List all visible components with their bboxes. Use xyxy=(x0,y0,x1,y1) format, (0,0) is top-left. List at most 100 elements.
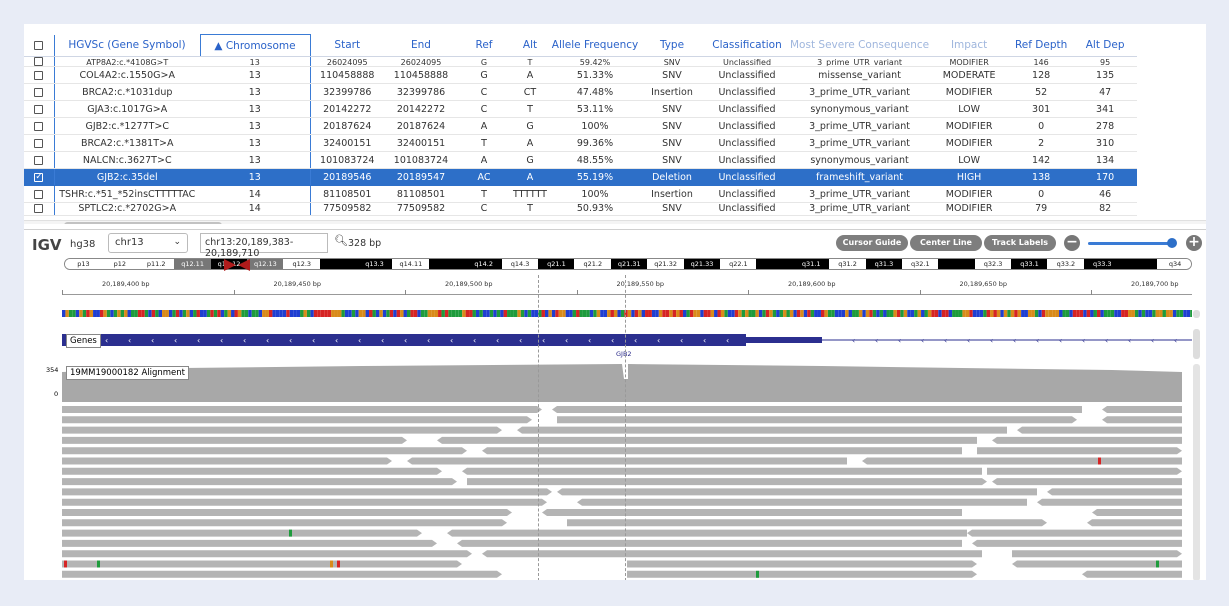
column-header-alt-dep[interactable]: Alt Dep xyxy=(1073,34,1138,57)
column-header-start[interactable]: Start xyxy=(310,34,384,57)
table-cell: SNV xyxy=(640,202,704,216)
table-cell: Unclassified xyxy=(704,100,790,118)
row-checkbox[interactable] xyxy=(24,117,54,135)
table-cell: 142 xyxy=(1009,151,1074,169)
column-header-classification[interactable]: Classification xyxy=(704,34,790,57)
table-cell: 13 xyxy=(200,168,311,186)
chromosome-select[interactable]: chr13 ⌄ xyxy=(108,233,188,253)
ideogram-band: q31.1 xyxy=(792,259,830,269)
svg-text:‹: ‹ xyxy=(611,336,614,345)
table-row[interactable]: BRCA2:c.*1381T>A 13 32400151 32400151 T A 99.3… xyxy=(24,134,1138,152)
table-cell: 100% xyxy=(550,185,640,203)
horizontal-scrollbar-thumb[interactable] xyxy=(64,222,222,224)
table-cell: GJA3:c.1017G>A xyxy=(53,100,200,118)
igv-toolbar: IGV hg38 chr13 ⌄ chr13:20,189,383-20,189… xyxy=(24,230,1206,259)
column-header-most-severe-consequence[interactable]: Most Severe Consequence xyxy=(790,34,930,57)
horizontal-scroll-track[interactable] xyxy=(24,220,1206,224)
zoom-out-button[interactable]: − xyxy=(1064,235,1080,251)
table-cell: 82 xyxy=(1073,202,1138,216)
column-header-ref-depth[interactable]: Ref Depth xyxy=(1009,34,1074,57)
table-cell: 101083724 xyxy=(310,151,384,169)
table-cell: 13 xyxy=(200,151,311,169)
row-checkbox[interactable] xyxy=(24,151,54,169)
cursor-guide-button[interactable]: Cursor Guide xyxy=(836,235,908,251)
row-checkbox[interactable]: ✓ xyxy=(24,168,54,186)
table-row[interactable]: COL4A2:c.1550G>A 13 110458888 110458888 G A 51… xyxy=(24,66,1138,84)
svg-text:‹: ‹ xyxy=(289,336,292,345)
table-cell: CT xyxy=(510,83,550,101)
sequence-track xyxy=(62,310,1192,317)
locus-input[interactable]: chr13:20,189,383-20,189,710 xyxy=(200,233,328,259)
row-checkbox[interactable] xyxy=(24,100,54,118)
ideogram-band: q21.33 xyxy=(683,259,721,269)
column-header-alt[interactable]: Alt xyxy=(510,34,550,57)
ruler-tick-label: 20,189,650 bp xyxy=(959,280,1008,288)
column-header-hgvsc-gene-symbol[interactable]: HGVSc (Gene Symbol) xyxy=(53,34,200,57)
svg-text:‹: ‹ xyxy=(427,336,430,345)
table-row[interactable]: SPTLC2:c.*2702G>A 14 77509582 77509582 C T 50.… xyxy=(24,202,1138,216)
alignment-track[interactable] xyxy=(62,360,1192,580)
table-cell: 310 xyxy=(1073,134,1138,152)
table-cell: 55.19% xyxy=(550,168,640,186)
table-cell: 3_prime_UTR_variant xyxy=(790,83,930,101)
row-checkbox[interactable] xyxy=(24,134,54,152)
ideogram-band: q14.2 xyxy=(465,259,503,269)
search-icon[interactable]: 🔍︎ xyxy=(334,234,348,247)
track-labels-button[interactable]: Track Labels xyxy=(984,235,1056,251)
table-cell: Unclassified xyxy=(704,185,790,203)
zoom-in-button[interactable]: + xyxy=(1186,235,1202,251)
table-cell: 13 xyxy=(200,56,311,67)
row-checkbox[interactable] xyxy=(24,56,54,67)
svg-text:‹: ‹ xyxy=(1151,336,1154,345)
ideogram-band: q21.2 xyxy=(574,259,612,269)
column-header-impact[interactable]: Impact xyxy=(929,34,1010,57)
gene-name-label: GJB2 xyxy=(616,350,632,358)
ideogram-band: q32.1 xyxy=(901,259,939,269)
table-cell: 14 xyxy=(200,202,311,216)
sequence-scrollbar[interactable] xyxy=(1193,310,1200,318)
ideogram-band: q21.1 xyxy=(538,259,575,269)
svg-text:‹: ‹ xyxy=(404,336,407,345)
column-header-type[interactable]: Type xyxy=(640,34,704,57)
table-cell: BRCA2:c.*1031dup xyxy=(53,83,200,101)
svg-text:‹: ‹ xyxy=(542,336,545,345)
alignment-scrollbar[interactable] xyxy=(1193,364,1200,580)
table-row-partial[interactable]: ATP8A2:c.*4108G>T 13 26024095 26024095 G T 59.… xyxy=(24,56,1138,67)
table-cell: Insertion xyxy=(640,83,704,101)
svg-text:‹: ‹ xyxy=(174,336,177,345)
column-header-ref[interactable]: Ref xyxy=(458,34,510,57)
table-cell: 26024095 xyxy=(384,56,458,67)
svg-text:‹: ‹ xyxy=(473,336,476,345)
column-header-end[interactable]: End xyxy=(384,34,458,57)
chevron-down-icon: ⌄ xyxy=(173,237,181,247)
ideogram-band: q33.3 xyxy=(1083,259,1121,269)
row-checkbox[interactable] xyxy=(24,66,54,84)
table-cell: 26024095 xyxy=(310,56,384,67)
table-row[interactable]: GJA3:c.1017G>A 13 20142272 20142272 C T 53.11%… xyxy=(24,100,1138,118)
table-cell: 13 xyxy=(200,100,311,118)
svg-text:‹: ‹ xyxy=(243,336,246,345)
row-checkbox[interactable] xyxy=(24,83,54,101)
table-row[interactable]: NALCN:c.3627T>C 13 101083724 101083724 A G 48.… xyxy=(24,151,1138,169)
cursor-guide-line xyxy=(538,275,539,580)
column-header-allele-frequency[interactable]: Allele Frequency xyxy=(550,34,640,57)
genome-label[interactable]: hg38 xyxy=(70,239,96,250)
center-line-button[interactable]: Center Line xyxy=(910,235,982,251)
table-row[interactable]: BRCA2:c.*1031dup 13 32399786 32399786 C CT 47.… xyxy=(24,83,1138,101)
genes-scrollbar[interactable] xyxy=(1193,329,1200,359)
select-all-checkbox[interactable] xyxy=(24,34,54,57)
zoom-slider[interactable] xyxy=(1088,242,1176,245)
column-header-chromosome[interactable]: ▲ Chromosome xyxy=(199,34,311,57)
table-cell: frameshift_variant xyxy=(790,168,930,186)
zoom-slider-knob[interactable] xyxy=(1166,238,1177,248)
genes-track-label: Genes xyxy=(66,334,101,348)
svg-text:‹: ‹ xyxy=(358,336,361,345)
genes-track[interactable]: ‹ ‹ ‹ ‹ ‹ ‹ ‹ ‹ ‹ ‹ ‹ ‹ ‹ ‹ ‹ ‹ ‹ ‹ ‹ ‹ ‹ ‹ ‹ ‹ ‹ ‹ ‹ ‹ ‹ ‹ ‹ ‹ ‹ ‹ ‹ ‹ ‹ ‹ ‹ ‹… xyxy=(62,329,1192,369)
row-checkbox[interactable] xyxy=(24,202,54,216)
table-cell: Unclassified xyxy=(704,202,790,216)
svg-text:‹: ‹ xyxy=(151,336,154,345)
row-checkbox[interactable] xyxy=(24,185,54,203)
table-row[interactable]: TSHR:c.*51_*52insCTTTTTAC 14 81108501 81108… xyxy=(24,185,1138,203)
table-row[interactable]: ✓ GJB2:c.35del 13 20189546 20189547 AC A 55.19%… xyxy=(24,168,1138,186)
table-row[interactable]: GJB2:c.*1277T>C 13 20187624 20187624 A G 100% S… xyxy=(24,117,1138,135)
